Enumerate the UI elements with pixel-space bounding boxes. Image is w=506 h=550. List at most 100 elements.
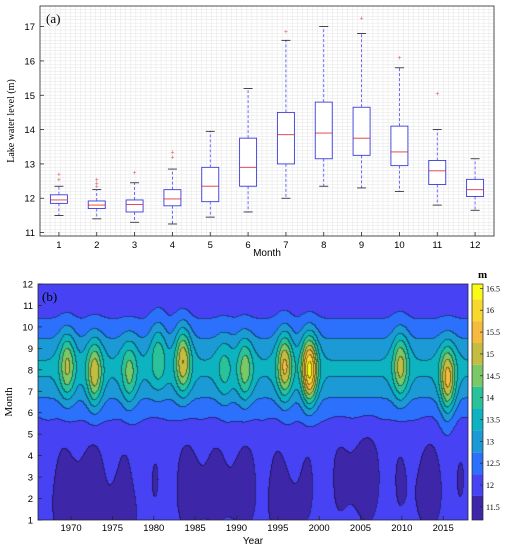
y-tick-label: 3 — [28, 473, 33, 484]
box-month-2: +++ — [87, 177, 106, 220]
y-tick-label: 15 — [24, 91, 35, 102]
x-tick-label: 4 — [170, 240, 175, 251]
colorbar-segment — [472, 495, 483, 520]
box-iqr — [239, 137, 258, 187]
box-month-6 — [239, 87, 258, 213]
colorbar-segment — [472, 343, 483, 365]
y-tick-label: 10 — [22, 322, 33, 333]
contour-axes-frame — [37, 283, 469, 521]
box-iqr — [49, 194, 68, 204]
colorbar-segment — [472, 364, 483, 387]
outlier-point: + — [95, 180, 99, 187]
colorbar-segment — [472, 474, 483, 496]
x-tick-label: 1980 — [143, 523, 164, 534]
contour-x-ticks: 1970 1975 1980 1985 1990 1995 2000 2005 2010 2015 — [61, 516, 454, 534]
colorbar-segment — [472, 386, 483, 409]
x-tick-label: 2005 — [350, 523, 371, 534]
colorbar-tick-label: 12 — [486, 481, 494, 490]
boxplot-boxes: ++++++++++++ — [49, 16, 485, 225]
y-tick-label: 14 — [24, 125, 35, 136]
box-month-7: + — [276, 29, 295, 199]
box-month-3: + — [125, 170, 144, 223]
colorbar-tick-label: 14 — [486, 394, 494, 403]
colorbar: 11.5 12 12.5 13 13.5 14 14.5 15 15.5 16 16.5 — [471, 283, 500, 521]
y-tick-label: 4 — [28, 451, 33, 462]
colorbar-tick-label: 13.5 — [486, 415, 500, 424]
box-iqr — [276, 111, 295, 165]
boxplot-grid — [40, 6, 494, 237]
y-tick-label: 11 — [25, 228, 35, 239]
outlier-point: + — [170, 155, 174, 162]
y-tick-label: 2 — [28, 494, 33, 505]
outlier-point: + — [284, 29, 288, 36]
box-iqr — [352, 106, 371, 156]
x-tick-label: 1990 — [226, 523, 247, 534]
box-iqr — [201, 166, 220, 203]
x-tick-label: 2010 — [391, 523, 412, 534]
outlier-point: + — [133, 170, 137, 177]
panel-b-label: (b) — [42, 289, 57, 304]
x-tick-label: 1985 — [185, 523, 206, 534]
box-iqr — [314, 101, 333, 160]
outlier-point: + — [95, 184, 99, 191]
y-tick-label: 7 — [28, 387, 33, 398]
y-tick-label: 1 — [28, 516, 33, 527]
box-iqr — [466, 178, 485, 197]
colorbar-tick-label: 15 — [486, 350, 494, 359]
colorbar-tick-label: 13 — [486, 437, 494, 446]
x-tick-label: 1975 — [102, 523, 123, 534]
x-tick-label: 12 — [470, 240, 481, 251]
outlier-point: + — [397, 55, 401, 62]
x-tick-label: 1995 — [267, 523, 288, 534]
box-iqr — [390, 125, 409, 167]
outlier-point: + — [57, 172, 61, 179]
y-tick-label: 12 — [24, 194, 35, 205]
outlier-point: + — [170, 149, 174, 156]
box-month-4: ++ — [163, 149, 182, 225]
colorbar-tick-label: 16 — [486, 306, 494, 315]
box-month-8 — [314, 26, 333, 187]
x-tick-label: 2015 — [433, 523, 454, 534]
box-month-11: + — [428, 91, 447, 206]
x-tick-label: 9 — [359, 240, 364, 251]
boxplot-x-ticks: 1 2 3 4 5 6 7 8 9 10 11 12 — [56, 232, 480, 251]
contour-y-axis-label: Month — [3, 387, 15, 417]
y-tick-label: 17 — [24, 22, 35, 33]
y-tick-label: 16 — [24, 56, 35, 67]
contour-x-axis-label: Year — [243, 536, 264, 547]
x-tick-label: 2 — [94, 240, 99, 251]
box-month-1: ++ — [49, 172, 68, 216]
box-iqr — [125, 199, 144, 213]
x-tick-label: 5 — [208, 240, 213, 251]
panel-a-label: (a) — [46, 11, 60, 26]
box-month-12 — [466, 158, 485, 211]
x-tick-label: 10 — [394, 240, 405, 251]
box-iqr — [163, 189, 182, 207]
box-month-10: + — [390, 55, 409, 192]
colorbar-tick-label: 15.5 — [486, 328, 500, 337]
x-tick-label: 3 — [132, 240, 137, 251]
y-tick-label: 5 — [28, 430, 33, 441]
y-tick-label: 13 — [24, 159, 35, 170]
colorbar-unit: m — [478, 269, 487, 281]
x-tick-label: 2000 — [309, 523, 330, 534]
contour-field — [38, 284, 468, 520]
y-tick-label: 8 — [28, 365, 33, 376]
colorbar-tick-label: 14.5 — [486, 372, 500, 381]
x-tick-label: 1970 — [61, 523, 82, 534]
x-tick-label: 1 — [56, 240, 61, 251]
x-tick-label: 7 — [283, 240, 288, 251]
y-tick-label: 9 — [28, 344, 33, 355]
colorbar-segment — [472, 299, 483, 322]
y-tick-label: 6 — [28, 408, 33, 419]
colorbar-segment — [472, 321, 483, 343]
y-tick-label: 11 — [23, 301, 33, 312]
box-month-9: + — [352, 16, 371, 189]
box-month-5 — [201, 130, 220, 218]
box-iqr — [428, 160, 447, 185]
colorbar-frame — [471, 283, 484, 521]
